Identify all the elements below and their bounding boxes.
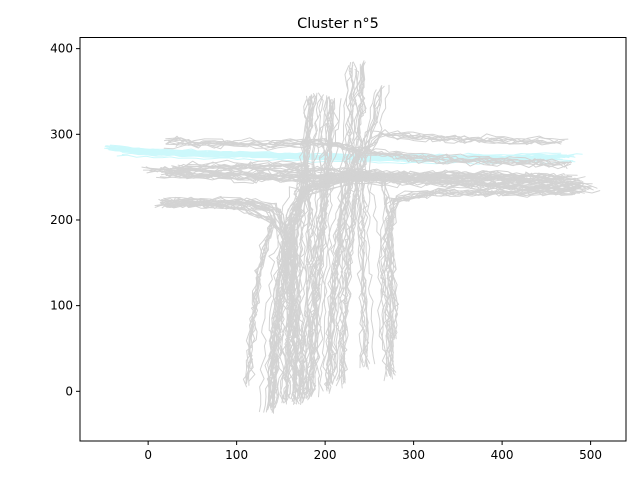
background-trace xyxy=(306,101,333,399)
background-trace xyxy=(285,95,311,405)
x-tick-label: 300 xyxy=(402,448,425,462)
background-trace xyxy=(342,62,365,384)
background-trace xyxy=(325,65,350,385)
background-trace xyxy=(358,85,383,363)
background-trace xyxy=(146,168,384,342)
y-tick-label: 0 xyxy=(65,384,73,398)
background-trace xyxy=(159,170,564,183)
y-tick-label: 400 xyxy=(50,42,73,56)
background-trace xyxy=(308,101,334,399)
background-trace xyxy=(268,174,591,408)
background-trace xyxy=(366,84,390,365)
background-trace xyxy=(386,190,580,380)
background-trace xyxy=(331,69,357,385)
axes-frame xyxy=(79,37,627,442)
chart-title: Cluster n°5 xyxy=(297,16,379,32)
y-axis: 0 100 200 300 400 xyxy=(50,42,80,398)
y-tick-label: 300 xyxy=(50,127,73,141)
background-trace xyxy=(336,63,361,381)
background-trace xyxy=(315,98,342,398)
background-trace xyxy=(154,200,296,404)
x-axis: 0 100 200 300 400 500 xyxy=(144,441,602,462)
background-trace xyxy=(177,159,318,391)
background-trace xyxy=(359,87,382,367)
background-trace xyxy=(325,131,563,394)
background-trace xyxy=(324,133,565,390)
background-trace xyxy=(338,60,365,380)
background-trace xyxy=(381,190,576,378)
x-tick-label: 200 xyxy=(314,448,337,462)
background-trace xyxy=(386,182,582,373)
y-tick-label: 200 xyxy=(50,213,73,227)
background-trace xyxy=(161,202,272,388)
background-trace xyxy=(159,200,300,402)
x-tick-label: 500 xyxy=(579,448,602,462)
x-tick-label: 100 xyxy=(225,448,248,462)
x-tick-label: 400 xyxy=(491,448,514,462)
background-trace xyxy=(171,163,305,392)
background-trace xyxy=(145,165,399,340)
x-tick-label: 0 xyxy=(144,448,152,462)
background-traces xyxy=(141,60,601,414)
background-trace xyxy=(165,137,557,163)
background-trace xyxy=(156,203,298,405)
background-trace xyxy=(328,129,569,386)
background-trace xyxy=(286,93,318,400)
background-trace xyxy=(380,188,572,377)
background-trace xyxy=(161,170,569,181)
y-tick-label: 100 xyxy=(50,299,73,313)
background-trace xyxy=(169,161,312,392)
background-trace xyxy=(356,91,380,369)
